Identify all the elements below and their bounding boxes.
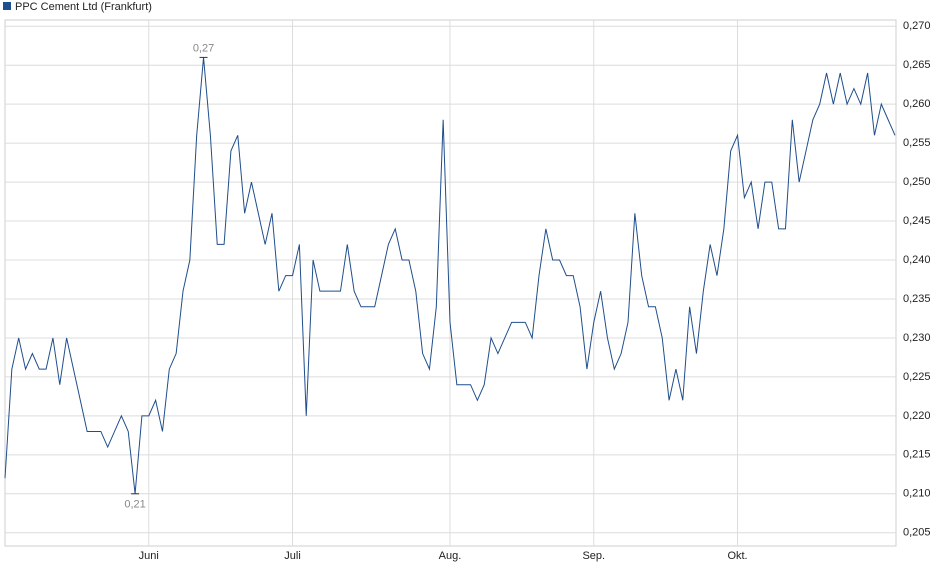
y-tick-label: 0,245 [903, 215, 931, 227]
value-label: 0,27 [193, 42, 214, 54]
legend-label: PPC Cement Ltd (Frankfurt) [15, 1, 152, 13]
y-tick-label: 0,250 [903, 176, 931, 188]
y-tick-label: 0,240 [903, 254, 931, 266]
y-tick-label: 0,210 [903, 488, 931, 500]
y-tick-label: 0,260 [903, 98, 931, 110]
x-tick-label: Juni [139, 550, 159, 562]
x-tick-label: Aug. [439, 550, 462, 562]
x-tick-label: Juli [284, 550, 301, 562]
value-label: 0,21 [124, 499, 145, 511]
x-tick-label: Sep. [582, 550, 605, 562]
y-tick-label: 0,225 [903, 371, 931, 383]
y-tick-label: 0,205 [903, 527, 931, 539]
y-tick-label: 0,215 [903, 449, 931, 461]
y-tick-label: 0,270 [903, 20, 931, 32]
y-tick-label: 0,255 [903, 137, 931, 149]
y-tick-label: 0,265 [903, 59, 931, 71]
price-line [4, 57, 896, 494]
y-tick-label: 0,235 [903, 293, 931, 305]
x-tick-label: Okt. [727, 550, 747, 562]
legend-swatch [3, 2, 11, 10]
y-tick-label: 0,220 [903, 410, 931, 422]
y-tick-label: 0,230 [903, 332, 931, 344]
